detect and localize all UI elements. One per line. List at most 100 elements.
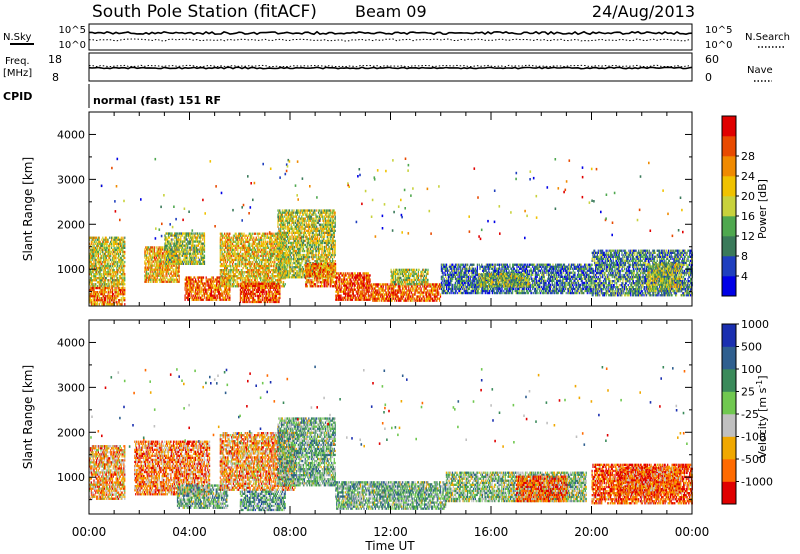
scatter-cell <box>90 253 91 255</box>
scatter-cell <box>279 270 280 272</box>
scatter-cell <box>236 235 237 237</box>
scatter-cell <box>228 273 229 275</box>
scatter-cell <box>191 276 192 278</box>
scatter-cell <box>206 289 207 291</box>
scatter-cell <box>164 271 165 273</box>
scatter-cell <box>258 291 259 293</box>
scatter-cell <box>150 260 151 262</box>
scatter-cell <box>293 270 294 272</box>
scatter-cell <box>171 263 172 265</box>
scatter-cell <box>234 277 235 279</box>
scatter-cell <box>219 291 220 293</box>
scatter-cell <box>231 245 232 247</box>
scatter-cell <box>252 287 253 289</box>
scatter-cell <box>243 253 244 255</box>
scatter-cell <box>257 255 258 257</box>
scatter-cell <box>204 234 205 236</box>
scatter-cell <box>178 247 179 249</box>
scatter-cell <box>100 241 101 243</box>
scatter-cell <box>111 273 112 275</box>
scatter-cell <box>293 230 294 232</box>
scatter-cell <box>100 253 101 255</box>
scatter-cell <box>291 236 292 238</box>
scatter-cell <box>196 257 197 259</box>
scatter-cell <box>93 261 94 263</box>
scatter-cell <box>284 216 285 218</box>
scatter-cell <box>228 269 229 271</box>
scatter-cell <box>269 267 270 269</box>
freq-label: Freq. <box>5 56 30 67</box>
scatter-cell <box>155 277 156 279</box>
scatter-cell <box>120 271 121 273</box>
scatter-cell <box>272 277 273 279</box>
scatter-cell <box>225 295 226 297</box>
scatter-cell <box>96 263 97 265</box>
scatter-cell <box>151 258 152 260</box>
scatter-cell <box>224 271 225 273</box>
scatter-cell <box>254 257 255 259</box>
scatter-cell <box>228 241 229 243</box>
scatter-cell <box>247 237 248 239</box>
scatter-cell <box>103 241 104 243</box>
scatter-cell <box>145 250 146 252</box>
scatter-cell <box>242 277 243 279</box>
scatter-cell <box>236 279 237 281</box>
scatter-cell <box>290 264 291 266</box>
scatter-cell <box>185 299 186 301</box>
station-title: South Pole Station (fitACF) <box>92 2 317 22</box>
scatter-cell <box>300 274 301 276</box>
scatter-cell <box>193 261 194 263</box>
scatter-cell <box>204 261 205 263</box>
scatter-cell <box>124 277 125 279</box>
scatter-cell <box>258 255 259 257</box>
scatter-cell <box>251 255 252 257</box>
scatter-cell <box>157 277 158 279</box>
scatter-cell <box>265 285 266 287</box>
scatter-cell <box>287 266 288 268</box>
scatter-cell <box>195 295 196 297</box>
scatter-cell <box>258 239 259 241</box>
scatter-cell <box>93 289 94 291</box>
scatter-cell <box>293 242 294 244</box>
scatter-cell <box>266 255 267 257</box>
scatter-cell <box>270 275 271 277</box>
scatter-cell <box>95 283 96 285</box>
scatter-cell <box>289 274 290 276</box>
scatter-cell <box>203 276 204 278</box>
scatter-cell <box>265 287 266 289</box>
scatter-cell <box>178 259 179 261</box>
scatter-cell <box>110 271 111 273</box>
scatter-cell <box>248 291 249 293</box>
scatter-cell <box>241 241 242 243</box>
scatter-cell <box>301 230 302 232</box>
scatter-cell <box>262 273 263 275</box>
scatter-cell <box>206 278 207 280</box>
scatter-cell <box>154 265 155 267</box>
scatter-cell <box>299 238 300 240</box>
scatter-cell <box>92 301 93 303</box>
scatter-cell <box>123 239 124 241</box>
scatter-cell <box>279 244 280 246</box>
scatter-cell <box>229 259 230 261</box>
scatter-cell <box>124 293 125 295</box>
scatter-cell <box>283 281 284 283</box>
scatter-cell <box>161 250 162 252</box>
scatter-cell <box>124 257 125 259</box>
scatter-cell <box>182 261 183 263</box>
scatter-cell <box>289 230 290 232</box>
scatter-cell <box>269 263 270 265</box>
scatter-cell <box>98 253 99 255</box>
scatter-cell <box>234 283 235 285</box>
scatter-cell <box>154 248 155 250</box>
scatter-cell <box>299 236 300 238</box>
scatter-cell <box>151 277 152 279</box>
scatter-cell <box>165 255 166 257</box>
scatter-cell <box>117 273 118 275</box>
scatter-cell <box>225 281 226 283</box>
scatter-cell <box>225 243 226 245</box>
scatter-cell <box>193 284 194 286</box>
scatter-cell <box>204 249 205 251</box>
scatter-cell <box>251 295 252 297</box>
scatter-cell <box>284 246 285 248</box>
scatter-cell <box>122 295 123 297</box>
